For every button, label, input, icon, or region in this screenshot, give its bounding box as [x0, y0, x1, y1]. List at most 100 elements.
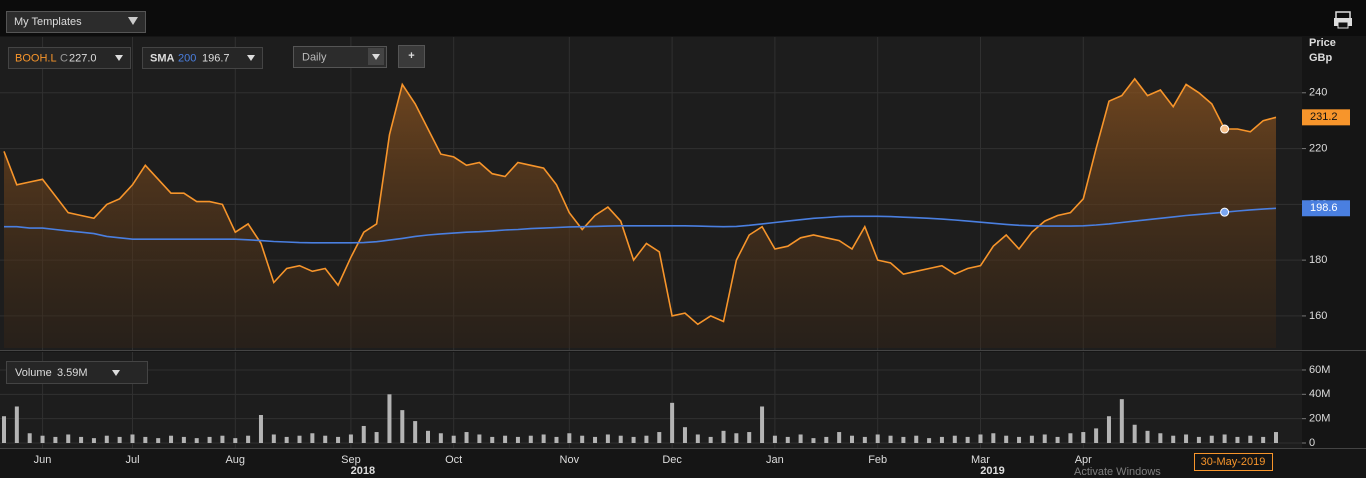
print-icon[interactable]	[1334, 11, 1352, 29]
volume-bar	[657, 432, 662, 443]
price-line	[3, 77, 1277, 326]
volume-bar	[670, 402, 675, 443]
volume-bar	[991, 433, 996, 443]
y-tick-label: 40M	[1309, 388, 1330, 400]
volume-bar	[939, 436, 944, 443]
close-prefix: C	[60, 52, 68, 64]
volume-bar	[721, 430, 726, 443]
volume-plot	[0, 352, 1302, 448]
volume-bar	[798, 434, 803, 443]
price-area	[4, 78, 1276, 349]
y-tick-label: 60M	[1309, 364, 1330, 376]
volume-bar	[888, 435, 893, 443]
volume-bar	[361, 425, 366, 443]
volume-bar	[1222, 434, 1227, 443]
volume-value: 3.59M	[57, 367, 88, 379]
volume-bar	[233, 438, 238, 443]
sma-value: 196.7	[202, 52, 230, 64]
volume-bar	[1094, 428, 1099, 443]
volume-bar	[271, 434, 276, 443]
volume-bar	[27, 433, 32, 443]
volume-bar	[541, 434, 546, 443]
volume-bar	[207, 436, 212, 443]
volume-bar	[387, 394, 392, 443]
volume-bar	[965, 436, 970, 443]
volume-bar	[682, 427, 687, 443]
volume-legend[interactable]	[6, 361, 148, 384]
y-tick-label: 20M	[1309, 413, 1330, 425]
crosshair-date-box	[1194, 453, 1273, 471]
volume-bar	[336, 436, 341, 443]
volume-bar	[246, 435, 251, 443]
volume-bar	[1196, 436, 1201, 443]
volume-bar	[708, 436, 713, 443]
volume-bar	[79, 436, 84, 443]
dropdown-arrow	[128, 17, 138, 25]
x-tick-label: Oct	[445, 454, 462, 466]
sma-line	[4, 207, 1277, 244]
volume-bar	[952, 435, 957, 443]
volume-bar	[1184, 434, 1189, 443]
template-label: My Templates	[14, 16, 82, 28]
x-year-label: 2019	[980, 465, 1004, 477]
crosshair-dot	[1220, 124, 1230, 134]
x-tick-label: Feb	[868, 454, 887, 466]
volume-bar	[618, 435, 623, 443]
series-legend[interactable]	[8, 47, 131, 69]
last-value-label: 231.2	[1310, 111, 1338, 123]
interval-label: Daily	[302, 51, 327, 63]
x-tick-label: Nov	[560, 454, 580, 466]
volume-bar	[181, 436, 186, 443]
volume-bar	[477, 434, 482, 443]
y-tick-label: 160	[1309, 310, 1327, 322]
volume-bar	[1274, 432, 1278, 443]
interval-dropdown[interactable]	[293, 46, 387, 68]
close-value: 227.0	[69, 52, 97, 64]
add-button[interactable]	[398, 45, 425, 68]
volume-bar	[901, 436, 906, 443]
dropdown-arrow	[247, 55, 255, 61]
volume-bar	[40, 435, 45, 443]
volume-bar	[1209, 435, 1214, 443]
volume-bar	[91, 438, 96, 443]
sma-label: SMA	[150, 52, 175, 64]
volume-bar	[554, 436, 559, 443]
volume-bar	[1055, 436, 1060, 443]
sma-legend[interactable]	[142, 47, 263, 69]
volume-bar	[811, 438, 816, 443]
volume-bar	[117, 436, 122, 443]
volume-bar	[631, 436, 636, 443]
volume-bar	[464, 432, 469, 443]
volume-bar	[426, 430, 430, 443]
volume-bar	[169, 435, 174, 443]
volume-bar	[528, 435, 533, 443]
volume-bar	[760, 406, 765, 443]
volume-bar	[837, 432, 842, 443]
y-tick-label: 0	[1309, 437, 1315, 449]
x-tick-label: Aug	[225, 454, 245, 466]
volume-bar	[413, 421, 418, 443]
volume-bar	[580, 435, 585, 443]
last-value-label: 198.6	[1310, 202, 1338, 214]
dropdown-arrow	[372, 54, 380, 60]
x-tick-label: Jan	[766, 454, 784, 466]
volume-bar	[2, 416, 6, 443]
volume-bar	[104, 435, 109, 443]
volume-bar	[1068, 433, 1073, 443]
x-tick-label: Jul	[125, 454, 139, 466]
volume-bar	[323, 435, 328, 443]
volume-bar	[875, 434, 880, 443]
volume-bar	[490, 436, 495, 443]
x-tick-label: Jun	[34, 454, 52, 466]
volume-bar	[1158, 433, 1163, 443]
volume-bar	[824, 436, 829, 443]
volume-bar	[297, 435, 302, 443]
template-dropdown[interactable]	[6, 11, 146, 33]
x-tick-label: Apr	[1075, 454, 1092, 466]
y-tick-label: 220	[1309, 142, 1327, 154]
volume-bar	[1004, 435, 1009, 443]
volume-bar	[310, 433, 315, 443]
x-year-label: 2018	[351, 465, 375, 477]
volume-bar	[143, 436, 148, 443]
